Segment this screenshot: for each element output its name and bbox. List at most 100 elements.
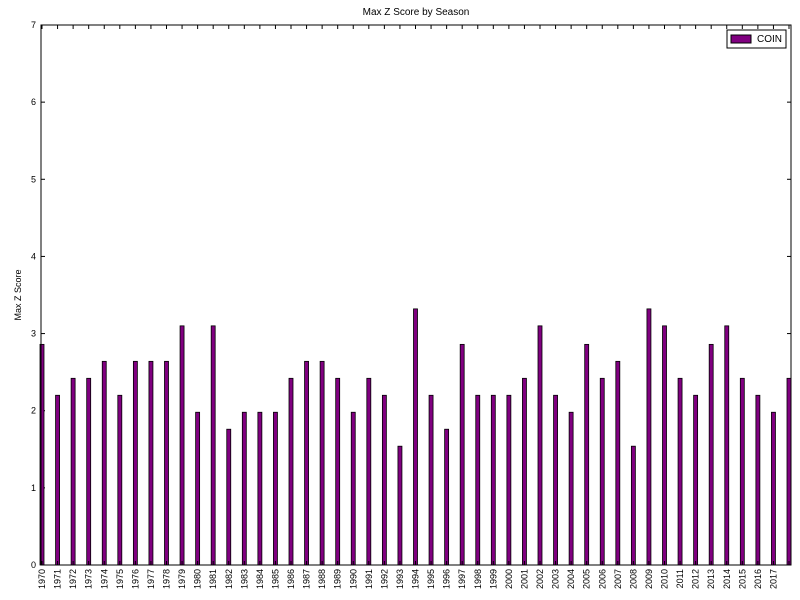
bar: [210, 325, 216, 566]
x-tick-label: 2004: [566, 569, 576, 589]
bar: [117, 394, 123, 566]
bar: [304, 360, 309, 566]
bar: [693, 394, 699, 566]
x-tick-label: 1987: [302, 569, 312, 589]
x-tick-label: 1996: [442, 569, 452, 589]
x-tick-label: 1980: [193, 569, 203, 589]
bar: [195, 411, 201, 566]
bar: [132, 360, 138, 566]
legend-swatch: [730, 34, 752, 44]
bar: [506, 394, 512, 566]
x-tick-label: 1986: [286, 569, 296, 589]
bar: [677, 377, 683, 566]
x-tick-label: 2015: [737, 569, 747, 589]
y-tick-label: 7: [31, 20, 36, 30]
bar: [319, 360, 325, 566]
x-tick-label: 2010: [660, 569, 670, 589]
bar: [755, 394, 761, 566]
bar: [584, 343, 590, 566]
x-tick-label: 2008: [628, 569, 638, 589]
x-tick-label: 1972: [68, 569, 78, 589]
bar: [537, 325, 543, 566]
bar: [599, 377, 605, 566]
bar: [739, 377, 745, 566]
x-tick-label: 1975: [115, 569, 125, 589]
bar: [708, 343, 714, 566]
x-tick-label: 2006: [597, 569, 607, 589]
x-tick-label: 1990: [348, 569, 358, 589]
x-tick-label: 2003: [551, 569, 561, 589]
bar: [724, 325, 730, 566]
x-tick-label: 1978: [162, 569, 172, 589]
x-tick-label: 1991: [364, 569, 374, 589]
bar: [428, 394, 434, 566]
bar: [381, 394, 387, 566]
bar: [413, 308, 418, 566]
y-tick-label: 0: [31, 560, 36, 570]
bar: [522, 377, 527, 566]
bar: [786, 377, 792, 566]
x-tick-label: 1985: [270, 569, 280, 589]
x-tick-label: 1999: [488, 569, 498, 589]
bar: [241, 411, 247, 566]
bar: [490, 394, 496, 566]
bar: [288, 377, 294, 566]
bar: [55, 394, 60, 566]
x-tick-label: 1994: [411, 569, 421, 589]
x-tick-label: 1979: [177, 569, 187, 589]
x-tick-label: 1998: [473, 569, 483, 589]
x-tick-label: 1973: [84, 569, 94, 589]
bar: [273, 411, 278, 566]
bar: [101, 360, 107, 566]
bar: [615, 360, 621, 566]
x-tick-label: 2007: [613, 569, 623, 589]
x-tick-label: 2016: [753, 569, 763, 589]
bar: [459, 343, 465, 566]
y-tick-label: 4: [31, 251, 36, 261]
y-tick-label: 1: [31, 483, 36, 493]
x-tick-label: 1974: [99, 569, 109, 589]
x-tick-label: 2012: [691, 569, 701, 589]
y-axis-label: Max Z Score: [13, 269, 23, 320]
x-tick-label: 2000: [504, 569, 514, 589]
x-tick-label: 1992: [379, 569, 389, 589]
x-tick-label: 2013: [706, 569, 716, 589]
x-tick-label: 1977: [146, 569, 156, 589]
bar: [257, 411, 263, 566]
y-tick-label: 6: [31, 97, 36, 107]
bar: [553, 394, 558, 566]
x-tick-label: 1976: [130, 569, 140, 589]
x-tick-label: 1984: [255, 569, 265, 589]
plot-frame: [40, 24, 792, 566]
x-tick-label: 2017: [768, 569, 778, 589]
bar: [86, 377, 92, 566]
bar: [164, 360, 169, 566]
bar: [475, 394, 481, 566]
x-tick-label: 1982: [224, 569, 234, 589]
x-tick-label: 2001: [519, 569, 529, 589]
x-tick-label: 1970: [37, 569, 47, 589]
bar: [350, 411, 356, 566]
bar: [397, 445, 403, 566]
x-tick-label: 1981: [208, 569, 218, 589]
x-tick-label: 2009: [644, 569, 654, 589]
bar: [226, 428, 232, 566]
x-tick-label: 1993: [395, 569, 405, 589]
x-tick-label: 1995: [426, 569, 436, 589]
bar: [646, 308, 652, 566]
bar: [444, 428, 450, 566]
y-tick-label: 3: [31, 329, 36, 339]
bar: [771, 411, 776, 566]
y-tick-label: 5: [31, 174, 36, 184]
chart-title: Max Z Score by Season: [363, 7, 470, 18]
bar: [662, 325, 667, 566]
x-tick-label: 1983: [239, 569, 249, 589]
bar: [70, 377, 76, 566]
bar: [568, 411, 574, 566]
x-tick-label: 1989: [333, 569, 343, 589]
legend-label: COIN: [757, 34, 782, 45]
y-tick-label: 2: [31, 406, 36, 416]
x-tick-label: 1971: [53, 569, 63, 589]
x-tick-label: 2011: [675, 569, 685, 588]
